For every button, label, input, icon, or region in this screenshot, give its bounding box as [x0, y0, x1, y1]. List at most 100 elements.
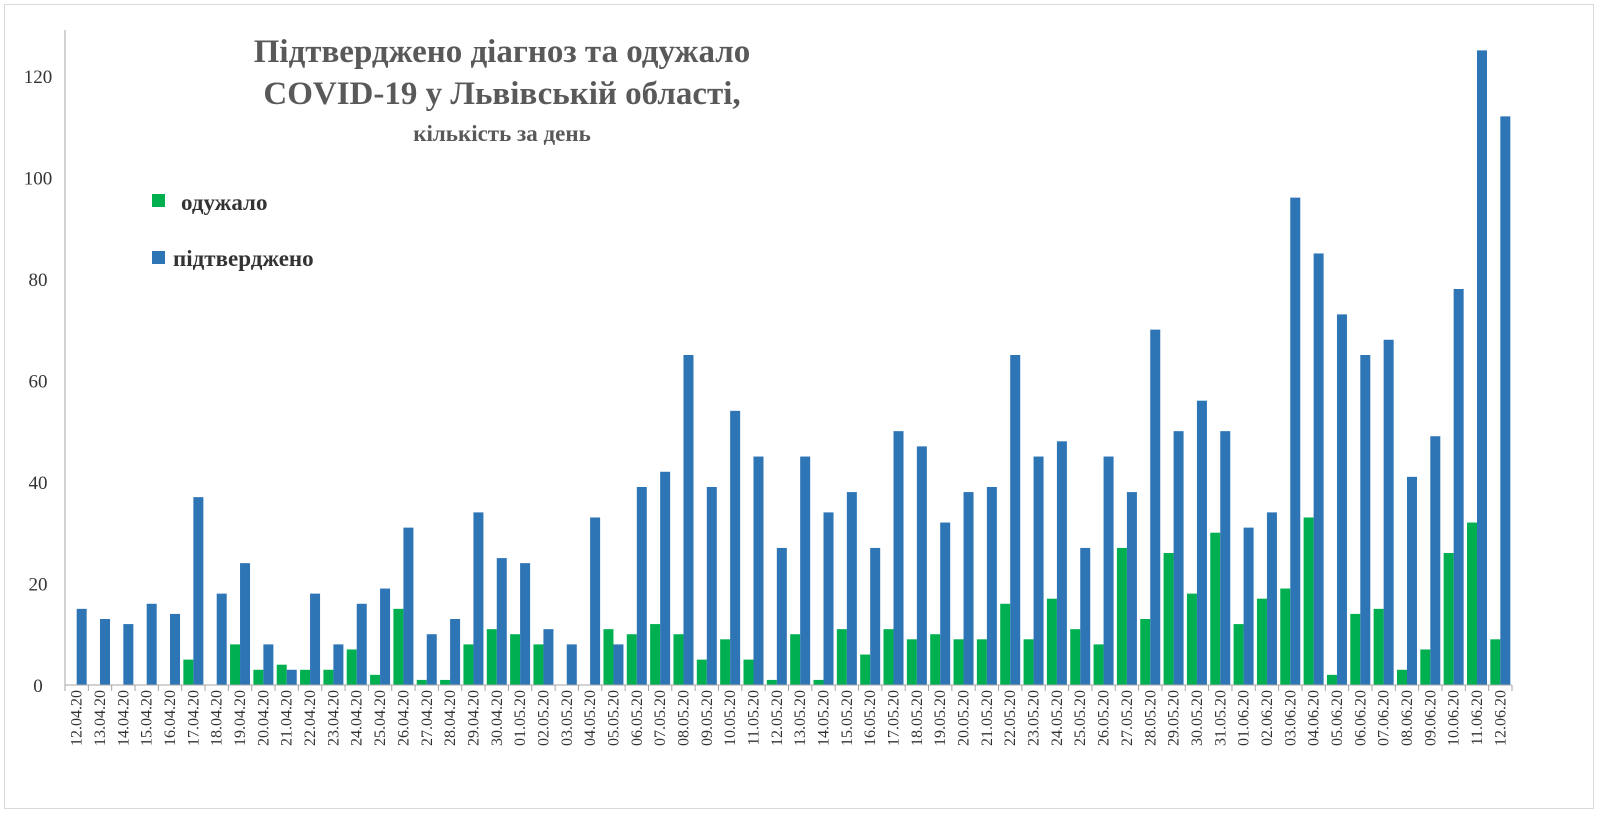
x-tick-label: 29.04.20	[465, 690, 482, 746]
bar-recovered-26.04.20	[393, 608, 404, 685]
bar-confirmed-15.04.20	[146, 603, 157, 685]
bar-recovered-14.05.20	[813, 679, 824, 685]
bar-recovered-24.04.20	[346, 649, 357, 685]
x-tick-label: 09.06.20	[1422, 690, 1439, 746]
bar-recovered-22.05.20	[1000, 603, 1011, 685]
x-tick-label: 07.05.20	[652, 690, 669, 746]
bar-confirmed-25.05.20	[1080, 547, 1091, 685]
y-tick-label: 100	[24, 168, 53, 189]
x-tick-label: 27.04.20	[419, 690, 436, 746]
bar-confirmed-30.04.20	[496, 558, 507, 685]
bar-confirmed-02.05.20	[543, 629, 554, 685]
bar-recovered-15.05.20	[836, 629, 847, 685]
legend-label-confirmed: підтверджено	[173, 246, 314, 271]
bar-recovered-17.04.20	[183, 659, 194, 685]
x-tick-label: 07.06.20	[1376, 690, 1393, 746]
bar-recovered-19.04.20	[230, 644, 241, 685]
x-tick-label: 22.05.20	[1002, 690, 1019, 746]
bar-confirmed-17.05.20	[893, 431, 904, 685]
x-tick-label: 09.05.20	[699, 690, 716, 746]
bar-recovered-23.05.20	[1023, 639, 1034, 685]
x-tick-label: 11.06.20	[1469, 690, 1486, 745]
bar-confirmed-24.05.20	[1056, 441, 1067, 685]
bar-confirmed-21.05.20	[986, 487, 997, 685]
y-tick-label: 60	[29, 371, 48, 392]
x-tick-label: 17.05.20	[886, 690, 903, 746]
x-tick-label: 26.04.20	[395, 690, 412, 746]
legend-label-recovered: одужало	[181, 190, 267, 215]
bar-confirmed-09.05.20	[706, 487, 717, 685]
bar-recovered-22.04.20	[300, 669, 311, 685]
bar-confirmed-22.05.20	[1010, 355, 1021, 685]
x-tick-label: 04.06.20	[1306, 690, 1323, 746]
bar-confirmed-16.05.20	[870, 547, 881, 685]
bar-recovered-26.05.20	[1093, 644, 1104, 685]
bar-confirmed-14.04.20	[123, 624, 134, 685]
x-tick-label: 04.05.20	[582, 690, 599, 746]
bar-confirmed-29.05.20	[1173, 431, 1184, 685]
x-tick-label: 17.04.20	[185, 690, 202, 746]
bar-confirmed-08.06.20	[1406, 476, 1417, 685]
x-tick-label: 02.05.20	[535, 690, 552, 746]
bar-confirmed-03.06.20	[1290, 197, 1301, 685]
bar-recovered-27.04.20	[416, 679, 427, 685]
x-tick-label: 23.05.20	[1026, 690, 1043, 746]
bar-confirmed-11.05.20	[753, 456, 764, 685]
y-tick-label: 80	[29, 270, 48, 291]
bar-recovered-25.05.20	[1070, 629, 1081, 685]
x-tick-label: 29.05.20	[1166, 690, 1183, 746]
x-tick-label: 03.06.20	[1282, 690, 1299, 746]
bar-recovered-27.05.20	[1116, 547, 1127, 685]
bar-confirmed-23.04.20	[333, 644, 344, 685]
bar-recovered-10.05.20	[720, 639, 731, 685]
bar-confirmed-02.06.20	[1266, 512, 1277, 685]
bar-recovered-20.05.20	[953, 639, 964, 685]
bar-confirmed-26.04.20	[403, 527, 414, 685]
bar-recovered-01.06.20	[1233, 624, 1244, 685]
x-tick-label: 18.04.20	[209, 690, 226, 746]
bar-confirmed-21.04.20	[286, 669, 297, 685]
bar-confirmed-03.05.20	[566, 644, 577, 685]
bar-confirmed-29.04.20	[473, 512, 484, 685]
bar-confirmed-13.04.20	[100, 619, 111, 685]
bar-recovered-12.06.20	[1490, 639, 1501, 685]
x-tick-label: 25.05.20	[1072, 690, 1089, 746]
x-tick-label: 26.05.20	[1096, 690, 1113, 746]
x-tick-label: 12.04.20	[69, 690, 86, 746]
x-tick-label: 16.04.20	[162, 690, 179, 746]
y-tick-label: 0	[33, 676, 43, 697]
bar-recovered-30.05.20	[1186, 593, 1197, 685]
x-tick-label: 14.05.20	[816, 690, 833, 746]
x-tick-label: 24.05.20	[1049, 690, 1066, 746]
x-tick-label: 30.04.20	[489, 690, 506, 746]
bar-confirmed-08.05.20	[683, 355, 694, 685]
chart-title-line-1: Підтверджено діагноз та одужало	[254, 34, 751, 70]
bar-confirmed-30.05.20	[1196, 400, 1207, 685]
bar-recovered-12.05.20	[766, 679, 777, 685]
bar-confirmed-19.04.20	[240, 563, 251, 685]
x-tick-label: 24.04.20	[349, 690, 366, 746]
x-tick-label: 31.05.20	[1212, 690, 1229, 746]
bar-recovered-21.05.20	[976, 639, 987, 685]
bar-recovered-10.06.20	[1443, 553, 1454, 685]
bar-confirmed-05.05.20	[613, 644, 624, 685]
bar-confirmed-12.06.20	[1500, 116, 1511, 685]
bar-recovered-13.05.20	[790, 634, 801, 685]
bar-confirmed-17.04.20	[193, 497, 204, 685]
x-tick-label: 28.05.20	[1142, 690, 1159, 746]
x-tick-label: 28.04.20	[442, 690, 459, 746]
bar-confirmed-31.05.20	[1220, 431, 1231, 685]
bar-recovered-21.04.20	[276, 664, 287, 685]
bar-confirmed-20.05.20	[963, 492, 974, 685]
x-tick-label: 25.04.20	[372, 690, 389, 746]
x-tick-label: 02.06.20	[1259, 690, 1276, 746]
x-tick-label: 05.05.20	[605, 690, 622, 746]
axes-layer	[64, 30, 1513, 691]
bar-recovered-05.06.20	[1326, 674, 1337, 685]
y-tick-labels: 0 20 40 60 80 100 120	[24, 67, 53, 697]
bar-recovered-28.04.20	[440, 679, 451, 685]
bars-layer	[76, 50, 1511, 685]
x-tick-label: 12.05.20	[769, 690, 786, 746]
bar-recovered-05.05.20	[603, 629, 614, 685]
chart-frame	[4, 4, 1594, 809]
